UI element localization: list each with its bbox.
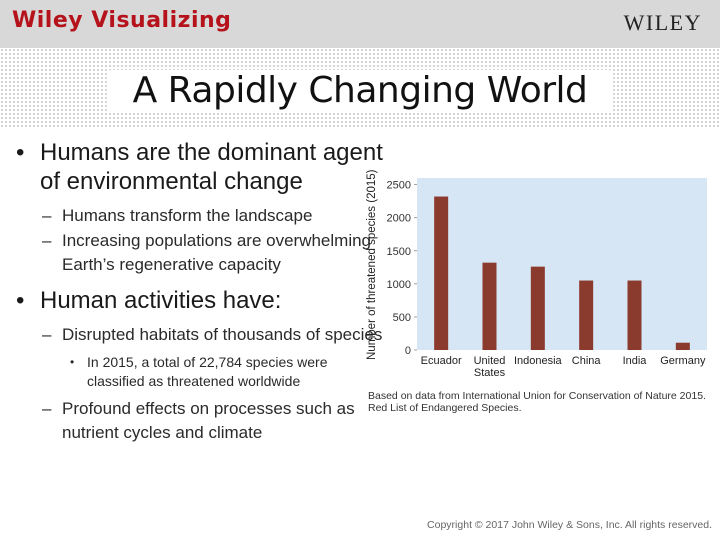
bar-germany — [675, 342, 690, 350]
y-tick-label: 2500 — [387, 180, 411, 192]
bar-united-states — [482, 262, 497, 350]
y-tick-label: 2000 — [387, 213, 411, 225]
slide-title: A Rapidly Changing World — [106, 69, 614, 111]
bullet-humans-dominant: Humans are the dominant agent of environ… — [14, 138, 384, 196]
bullet-list: Humans are the dominant agent of environ… — [14, 138, 384, 446]
x-tick-label: India — [623, 355, 648, 367]
y-tick-label: 500 — [393, 312, 411, 324]
x-tick-label: United — [474, 355, 506, 367]
copyright-notice: Copyright © 2017 John Wiley & Sons, Inc.… — [427, 519, 712, 531]
chart-source-note: Based on data from International Union f… — [368, 390, 706, 414]
sub-bullet-transform-landscape: Humans transform the landscape — [14, 204, 384, 228]
bar-india — [627, 280, 642, 350]
x-tick-label: Germany — [660, 355, 706, 367]
x-tick-label: Indonesia — [514, 355, 563, 367]
y-tick-label: 0 — [405, 345, 411, 357]
y-axis-label-text: Number of threatened species (2015) — [366, 169, 378, 361]
x-tick-label: China — [572, 355, 602, 367]
bar-ecuador — [434, 196, 449, 350]
brand-wiley-logo: WILEY — [623, 10, 702, 35]
threatened-species-bar-chart: 0 500 1000 1500 2000 2500 Ecuador United States I… — [362, 170, 712, 385]
x-tick-label: Ecuador — [421, 355, 462, 367]
sub-sub-bullet-threatened-species: In 2015, a total of 22,784 species were … — [14, 353, 384, 391]
title-band: A Rapidly Changing World — [0, 62, 720, 118]
x-tick-label: States — [474, 367, 506, 379]
slide-header: Wiley Visualizing WILEY — [0, 0, 720, 48]
chart-plot-area — [417, 178, 707, 350]
sub-bullet-profound-effects: Profound effects on processes such as nu… — [14, 397, 384, 445]
sub-bullet-disrupted-habitats: Disrupted habitats of thousands of speci… — [14, 323, 384, 347]
brand-wiley-visualizing: Wiley Visualizing — [12, 8, 232, 33]
y-tick-label: 1500 — [387, 246, 411, 258]
bullet-human-activities: Human activities have: — [14, 286, 384, 315]
bar-indonesia — [530, 266, 545, 350]
sub-bullet-populations: Increasing populations are overwhelming … — [14, 229, 384, 277]
bar-china — [579, 280, 594, 350]
y-tick-label: 1000 — [387, 279, 411, 291]
